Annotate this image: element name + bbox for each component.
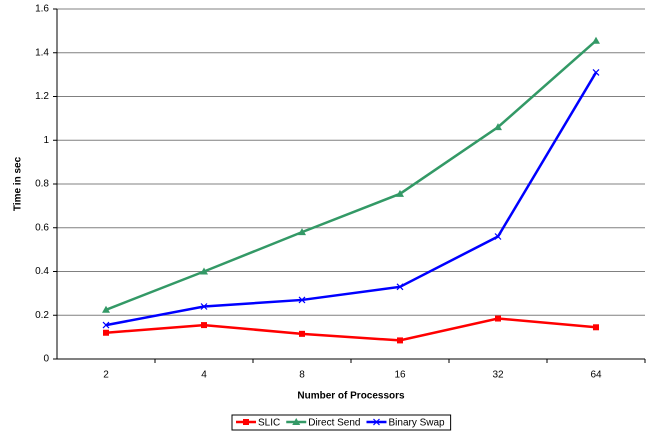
x-tick-label: 32: [492, 370, 504, 381]
y-tick-label: 1: [43, 135, 49, 146]
y-tick-label: 1.6: [35, 4, 49, 15]
series-line: [105, 317, 597, 342]
point: [102, 305, 110, 313]
x-tick-label: 4: [201, 370, 207, 381]
legend: SLIC Direct Send Binary Swap: [231, 414, 452, 431]
point: [103, 329, 109, 336]
point: [592, 36, 600, 44]
point: [102, 321, 110, 329]
legend-marker: [243, 419, 249, 425]
point: [593, 324, 599, 331]
y-tick-label: 1.4: [35, 47, 49, 58]
x-tick-label: 2: [103, 370, 109, 381]
legend-label: SLIC: [258, 418, 280, 429]
point: [494, 123, 502, 131]
series-line: [105, 39, 597, 311]
legend-box: [231, 414, 452, 431]
point: [495, 315, 501, 322]
x-tick-label: 16: [394, 370, 406, 381]
point: [200, 303, 208, 310]
y-tick-label: 0.6: [35, 222, 49, 233]
point: [201, 322, 207, 329]
y-axis-title: Time in sec: [13, 156, 24, 211]
x-axis-title: Number of Processors: [297, 391, 405, 402]
point: [298, 228, 306, 236]
point: [299, 330, 305, 337]
legend-label: Binary Swap: [388, 418, 445, 429]
point: [396, 189, 404, 197]
legend-marker: [292, 418, 301, 425]
point: [396, 283, 404, 291]
y-tick-label: 0.8: [35, 179, 49, 190]
point: [397, 337, 403, 344]
point: [592, 69, 600, 76]
series-line: [105, 71, 598, 327]
y-tick-label: 0: [43, 354, 49, 365]
legend-marker: [373, 418, 380, 426]
y-tick-label: 0.2: [35, 310, 49, 321]
point: [494, 233, 502, 240]
point: [200, 267, 208, 275]
legend-label: Direct Send: [308, 418, 360, 429]
point: [298, 296, 306, 304]
x-tick-label: 64: [590, 370, 602, 381]
y-tick-label: 0.4: [35, 266, 49, 277]
x-tick-label: 8: [299, 370, 305, 381]
y-tick-label: 1.2: [35, 91, 49, 102]
